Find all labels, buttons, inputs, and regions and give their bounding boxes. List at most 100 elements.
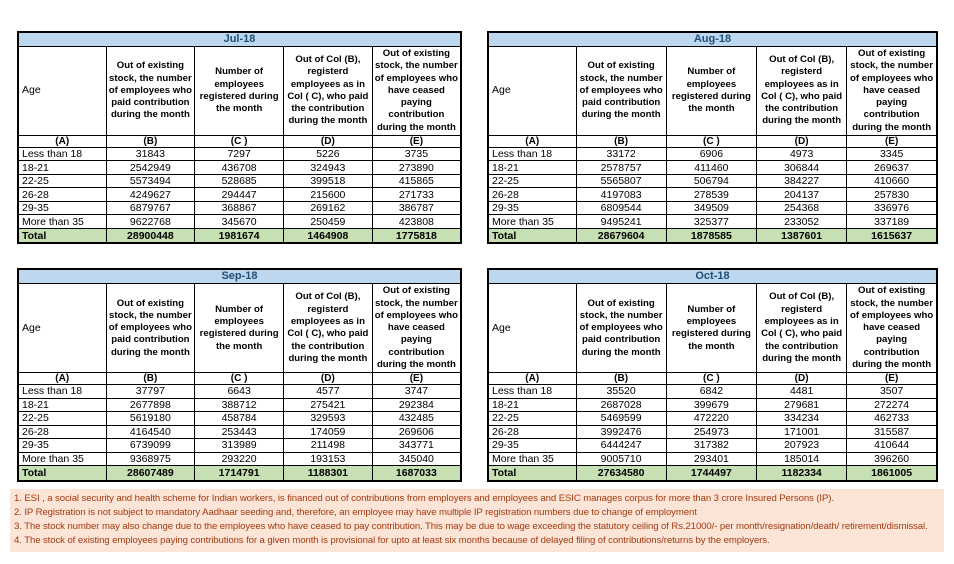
- total-row: Total 28607489 1714791 1188301 1687033: [17, 465, 462, 482]
- value-cell: 273890: [371, 160, 462, 175]
- month-tables-grid: Jul-18 Age Out of existing stock, the nu…: [17, 31, 938, 482]
- value-cell: 1615637: [846, 227, 938, 244]
- table-row: 26-28 3992476 254973 171001 315587: [487, 424, 938, 440]
- value-cell: 5469599: [575, 411, 667, 426]
- table-row: Less than 18 33172 6906 4973 3345: [487, 146, 938, 162]
- value-cell: 410660: [846, 173, 938, 189]
- col-letter-a: (A): [487, 372, 577, 386]
- value-cell: 329593: [283, 411, 373, 426]
- value-cell: 432485: [371, 411, 462, 426]
- value-cell: 6879767: [105, 200, 196, 216]
- age-cell: 26-28: [487, 424, 577, 440]
- value-cell: 6842: [665, 384, 758, 399]
- column-letter-row: (A) (B) (C ) (D) (E): [487, 372, 938, 386]
- value-cell: 337189: [846, 214, 938, 229]
- value-cell: 9495241: [575, 214, 667, 229]
- table-row: More than 35 9368975 293220 193153 345040: [17, 451, 462, 467]
- value-cell: 275421: [283, 397, 373, 413]
- age-cell: More than 35: [17, 214, 107, 229]
- value-cell: 2677898: [105, 397, 196, 413]
- table-row: 26-28 4164540 253443 174059 269606: [17, 424, 462, 440]
- age-cell: 18-21: [487, 397, 577, 413]
- col-header-b: Out of existing stock, the number of emp…: [575, 283, 667, 374]
- col-header-d: Out of Col (B), registerd employees as i…: [283, 283, 373, 374]
- value-cell: 1182334: [755, 465, 848, 482]
- col-letter-e: (E): [371, 372, 462, 386]
- table-body: Less than 18 33172 6906 4973 3345 18-21 257875…: [487, 146, 938, 244]
- value-cell: 462733: [846, 411, 938, 426]
- value-cell: 6643: [194, 384, 284, 399]
- age-cell: 29-35: [17, 200, 107, 216]
- value-cell: 343771: [371, 438, 462, 453]
- table-row: 26-28 4249627 294447 215600 271733: [17, 187, 462, 202]
- age-cell: 26-28: [17, 187, 107, 202]
- value-cell: 233052: [755, 214, 848, 229]
- column-letter-row: (A) (B) (C ) (D) (E): [17, 134, 462, 148]
- col-header-d: Out of Col (B), registerd employees as i…: [283, 46, 373, 136]
- age-cell: 26-28: [17, 424, 107, 440]
- value-cell: 278539: [665, 187, 758, 202]
- age-cell: 22-25: [17, 173, 107, 189]
- col-letter-a: (A): [17, 372, 107, 386]
- footnote-1: 1. ESI , a social security and health sc…: [14, 493, 834, 504]
- month-title-row: Jul-18: [17, 31, 462, 47]
- value-cell: 254973: [665, 424, 758, 440]
- value-cell: 269606: [371, 424, 462, 440]
- value-cell: 3747: [371, 384, 462, 399]
- col-letter-b: (B): [105, 372, 196, 386]
- value-cell: 411460: [665, 160, 758, 175]
- value-cell: 415865: [371, 173, 462, 189]
- age-cell: Less than 18: [17, 146, 107, 162]
- value-cell: 294447: [194, 187, 284, 202]
- col-header-c: Number of employees registered during th…: [665, 46, 758, 136]
- month-table-aug-18: Aug-18 Age Out of existing stock, the nu…: [487, 31, 938, 245]
- footnote-3: 3. The stock number may also change due …: [14, 521, 928, 532]
- age-cell: 18-21: [17, 397, 107, 413]
- col-header-age: Age: [487, 283, 577, 374]
- table-row: 22-25 5565807 506794 384227 410660: [487, 173, 938, 189]
- table-body: Less than 18 37797 6643 4577 3747 18-21 267789…: [17, 384, 462, 482]
- value-cell: 31843: [105, 146, 196, 162]
- col-header-c: Number of employees registered during th…: [194, 46, 284, 136]
- col-header-b: Out of existing stock, the number of emp…: [105, 283, 196, 374]
- column-letter-row: (A) (B) (C ) (D) (E): [17, 372, 462, 386]
- col-header-age: Age: [17, 46, 107, 136]
- col-letter-c: (C ): [665, 134, 758, 148]
- col-letter-b: (B): [575, 134, 667, 148]
- value-cell: 5565807: [575, 173, 667, 189]
- col-letter-c: (C ): [194, 372, 284, 386]
- table-row: More than 35 9005710 293401 185014 396260: [487, 451, 938, 467]
- age-cell: Less than 18: [487, 384, 577, 399]
- month-title: Oct-18: [487, 268, 938, 285]
- col-letter-b: (B): [105, 134, 196, 148]
- value-cell: 272274: [846, 397, 938, 413]
- table-row: 29-35 6809544 349509 254368 336976: [487, 200, 938, 216]
- col-header-e: Out of existing stock, the number of emp…: [846, 46, 938, 136]
- value-cell: 4197083: [575, 187, 667, 202]
- col-header-e: Out of existing stock, the number of emp…: [371, 283, 462, 374]
- col-header-age: Age: [487, 46, 577, 136]
- column-header-row: Age Out of existing stock, the number of…: [487, 283, 938, 374]
- value-cell: 7297: [194, 146, 284, 162]
- value-cell: 9005710: [575, 451, 667, 467]
- value-cell: 3345: [846, 146, 938, 162]
- age-cell: 18-21: [487, 160, 577, 175]
- value-cell: 334234: [755, 411, 848, 426]
- value-cell: 292384: [371, 397, 462, 413]
- value-cell: 386787: [371, 200, 462, 216]
- table-row: 18-21 2677898 388712 275421 292384: [17, 397, 462, 413]
- value-cell: 384227: [755, 173, 848, 189]
- table-body: Less than 18 31843 7297 5226 3735 18-21 254294…: [17, 146, 462, 244]
- column-letter-row: (A) (B) (C ) (D) (E): [487, 134, 938, 148]
- value-cell: 306844: [755, 160, 848, 175]
- table-row: 29-35 6444247 317382 207923 410644: [487, 438, 938, 453]
- column-header-row: Age Out of existing stock, the number of…: [487, 46, 938, 136]
- value-cell: 35520: [575, 384, 667, 399]
- table-row: 22-25 5619180 458784 329593 432485: [17, 411, 462, 426]
- table-row: 22-25 5469599 472220 334234 462733: [487, 411, 938, 426]
- value-cell: 315587: [846, 424, 938, 440]
- month-title: Aug-18: [487, 31, 938, 47]
- total-row: Total 27634580 1744497 1182334 1861005: [487, 465, 938, 482]
- col-letter-c: (C ): [665, 372, 758, 386]
